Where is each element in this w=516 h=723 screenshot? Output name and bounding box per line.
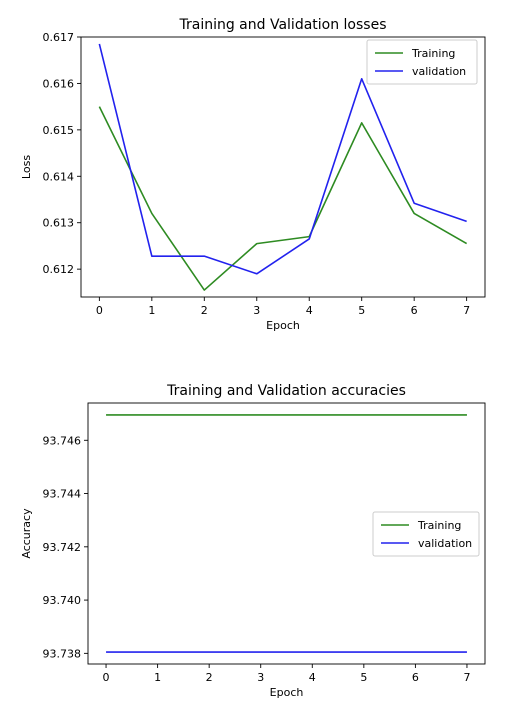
x-tick-label: 2	[201, 304, 208, 317]
series-line-validation	[98, 43, 467, 275]
x-tick-label: 7	[463, 671, 470, 684]
x-tick-label: 7	[463, 304, 470, 317]
legend-label-validation: validation	[412, 65, 466, 78]
x-tick-label: 0	[96, 304, 103, 317]
legend-label-training: Training	[411, 47, 455, 60]
y-tick-label: 0.613	[43, 217, 75, 230]
chart-title: Training and Validation losses	[178, 17, 386, 33]
y-tick-label: 93.744	[43, 488, 82, 501]
legend-label-validation: validation	[418, 537, 472, 550]
x-tick-label: 5	[360, 671, 367, 684]
y-axis-label: Loss	[20, 155, 33, 179]
series-line-training	[98, 106, 468, 291]
y-tick-label: 0.615	[43, 124, 75, 137]
plot-frame	[87, 402, 486, 665]
legend: Training validation	[366, 39, 478, 85]
x-tick-label: 2	[206, 671, 213, 684]
x-tick-label: 4	[306, 304, 313, 317]
accuracy-chart: Training and Validation accuracies 0 1 2 3 4 5…	[20, 383, 486, 699]
x-axis-label: Epoch	[270, 686, 304, 699]
y-axis-label: Accuracy	[20, 508, 33, 559]
x-tick-label: 3	[253, 304, 260, 317]
x-tick-label: 3	[257, 671, 264, 684]
legend: Training validation	[372, 511, 480, 557]
loss-chart: Training and Validation losses 0 1 2 3 4 5 6 7 0.…	[20, 17, 486, 332]
y-tick-label: 0.617	[43, 31, 75, 44]
y-tick-label: 0.614	[43, 170, 75, 183]
y-tick-label: 93.738	[43, 647, 82, 660]
y-tick-label: 0.612	[43, 263, 75, 276]
x-tick-label: 1	[154, 671, 161, 684]
y-tick-label: 93.746	[43, 434, 82, 447]
x-tick-label: 6	[412, 671, 419, 684]
x-tick-label: 1	[148, 304, 155, 317]
x-tick-label: 4	[309, 671, 316, 684]
plot-frame	[80, 36, 486, 298]
x-tick-label: 6	[411, 304, 418, 317]
legend-box	[366, 39, 478, 85]
legend-box	[372, 511, 480, 557]
x-tick-label: 0	[103, 671, 110, 684]
legend-label-training: Training	[417, 519, 461, 532]
y-tick-label: 93.742	[43, 541, 82, 554]
y-tick-label: 93.740	[43, 594, 82, 607]
x-axis-label: Epoch	[266, 319, 300, 332]
chart-title: Training and Validation accuracies	[166, 383, 406, 399]
x-tick-label: 5	[358, 304, 365, 317]
y-tick-label: 0.616	[43, 77, 75, 90]
